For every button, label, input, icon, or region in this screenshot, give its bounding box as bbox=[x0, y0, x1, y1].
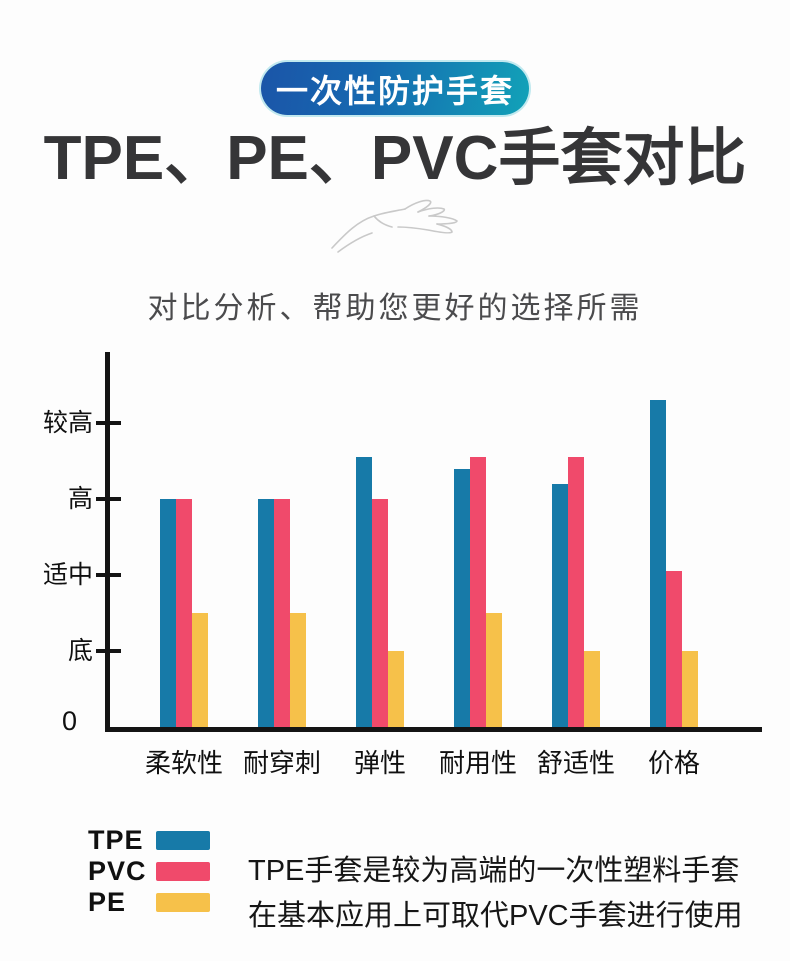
y-axis-label: 适中 bbox=[42, 561, 93, 589]
x-axis-label: 价格 bbox=[647, 748, 700, 778]
bar-pe bbox=[388, 651, 404, 727]
bar-pe bbox=[682, 651, 698, 727]
plot-area: 较高高适中底 0 柔软性 耐穿刺 弹性 耐用性 舒适性 价格 bbox=[43, 352, 762, 778]
bar-group bbox=[258, 499, 306, 727]
legend-swatch bbox=[156, 892, 210, 912]
chart-legend: TPE PVC PE bbox=[88, 825, 210, 917]
bar-tpe bbox=[160, 499, 176, 727]
bar-group bbox=[650, 400, 698, 727]
y-axis-label: 底 bbox=[67, 637, 93, 665]
bar-group bbox=[552, 457, 600, 727]
x-axis-label: 耐用性 bbox=[438, 748, 517, 778]
y-axis-label: 较高 bbox=[42, 409, 93, 437]
badge-label: 一次性防护手套 bbox=[275, 72, 514, 109]
bar-tpe bbox=[356, 457, 372, 727]
bar-pe bbox=[584, 651, 600, 727]
bar-tpe bbox=[454, 468, 470, 727]
bar-pvc bbox=[470, 457, 486, 727]
legend-row: PVC bbox=[88, 856, 210, 886]
header-badge: 一次性防护手套 bbox=[261, 62, 529, 115]
y-axis-label: 高 bbox=[67, 485, 93, 513]
y-axis-tick bbox=[96, 649, 121, 653]
bar-tpe bbox=[552, 483, 568, 727]
bar-pvc bbox=[568, 457, 584, 727]
description-line-1: TPE手套是较为高端的一次性塑料手套 bbox=[248, 855, 740, 887]
hand-sketch-icon bbox=[326, 194, 476, 256]
x-axis-label: 柔软性 bbox=[144, 748, 223, 778]
y-axis-tick bbox=[96, 573, 121, 577]
bar-tpe bbox=[258, 499, 274, 727]
page-subtitle: 对比分析、帮助您更好的选择所需 bbox=[147, 292, 643, 325]
description-line-2: 在基本应用上可取代PVC手套进行使用 bbox=[248, 900, 743, 932]
bar-group bbox=[356, 457, 404, 727]
y-axis-origin-label: 0 bbox=[61, 706, 77, 736]
x-axis-label: 弹性 bbox=[353, 748, 406, 778]
x-axis-label: 舒适性 bbox=[536, 748, 615, 778]
description-text: TPE手套是较为高端的一次性塑料手套 在基本应用上可取代PVC手套进行使用 bbox=[248, 849, 743, 939]
legend-label: PE bbox=[88, 886, 127, 917]
legend-swatch bbox=[156, 861, 210, 881]
bar-pvc bbox=[274, 499, 290, 727]
bar-pvc bbox=[666, 571, 682, 727]
bar-pvc bbox=[372, 499, 388, 727]
bar-pvc bbox=[176, 499, 192, 727]
x-axis-label: 耐穿刺 bbox=[242, 748, 321, 778]
legend-label: PVC bbox=[88, 855, 147, 886]
legend-swatch bbox=[156, 830, 210, 850]
bar-pe bbox=[290, 613, 306, 727]
y-axis-tick bbox=[96, 421, 121, 425]
legend-label: TPE bbox=[88, 824, 144, 855]
bar-group bbox=[454, 457, 502, 727]
bar-tpe bbox=[650, 400, 666, 727]
y-axis-tick bbox=[96, 497, 121, 501]
bar-pe bbox=[192, 613, 208, 727]
legend-row: TPE bbox=[88, 825, 210, 855]
page-title: TPE、PE、PVC手套对比 bbox=[43, 124, 747, 193]
bar-group bbox=[160, 499, 208, 727]
bar-pe bbox=[486, 613, 502, 727]
legend-row: PE bbox=[88, 887, 210, 917]
